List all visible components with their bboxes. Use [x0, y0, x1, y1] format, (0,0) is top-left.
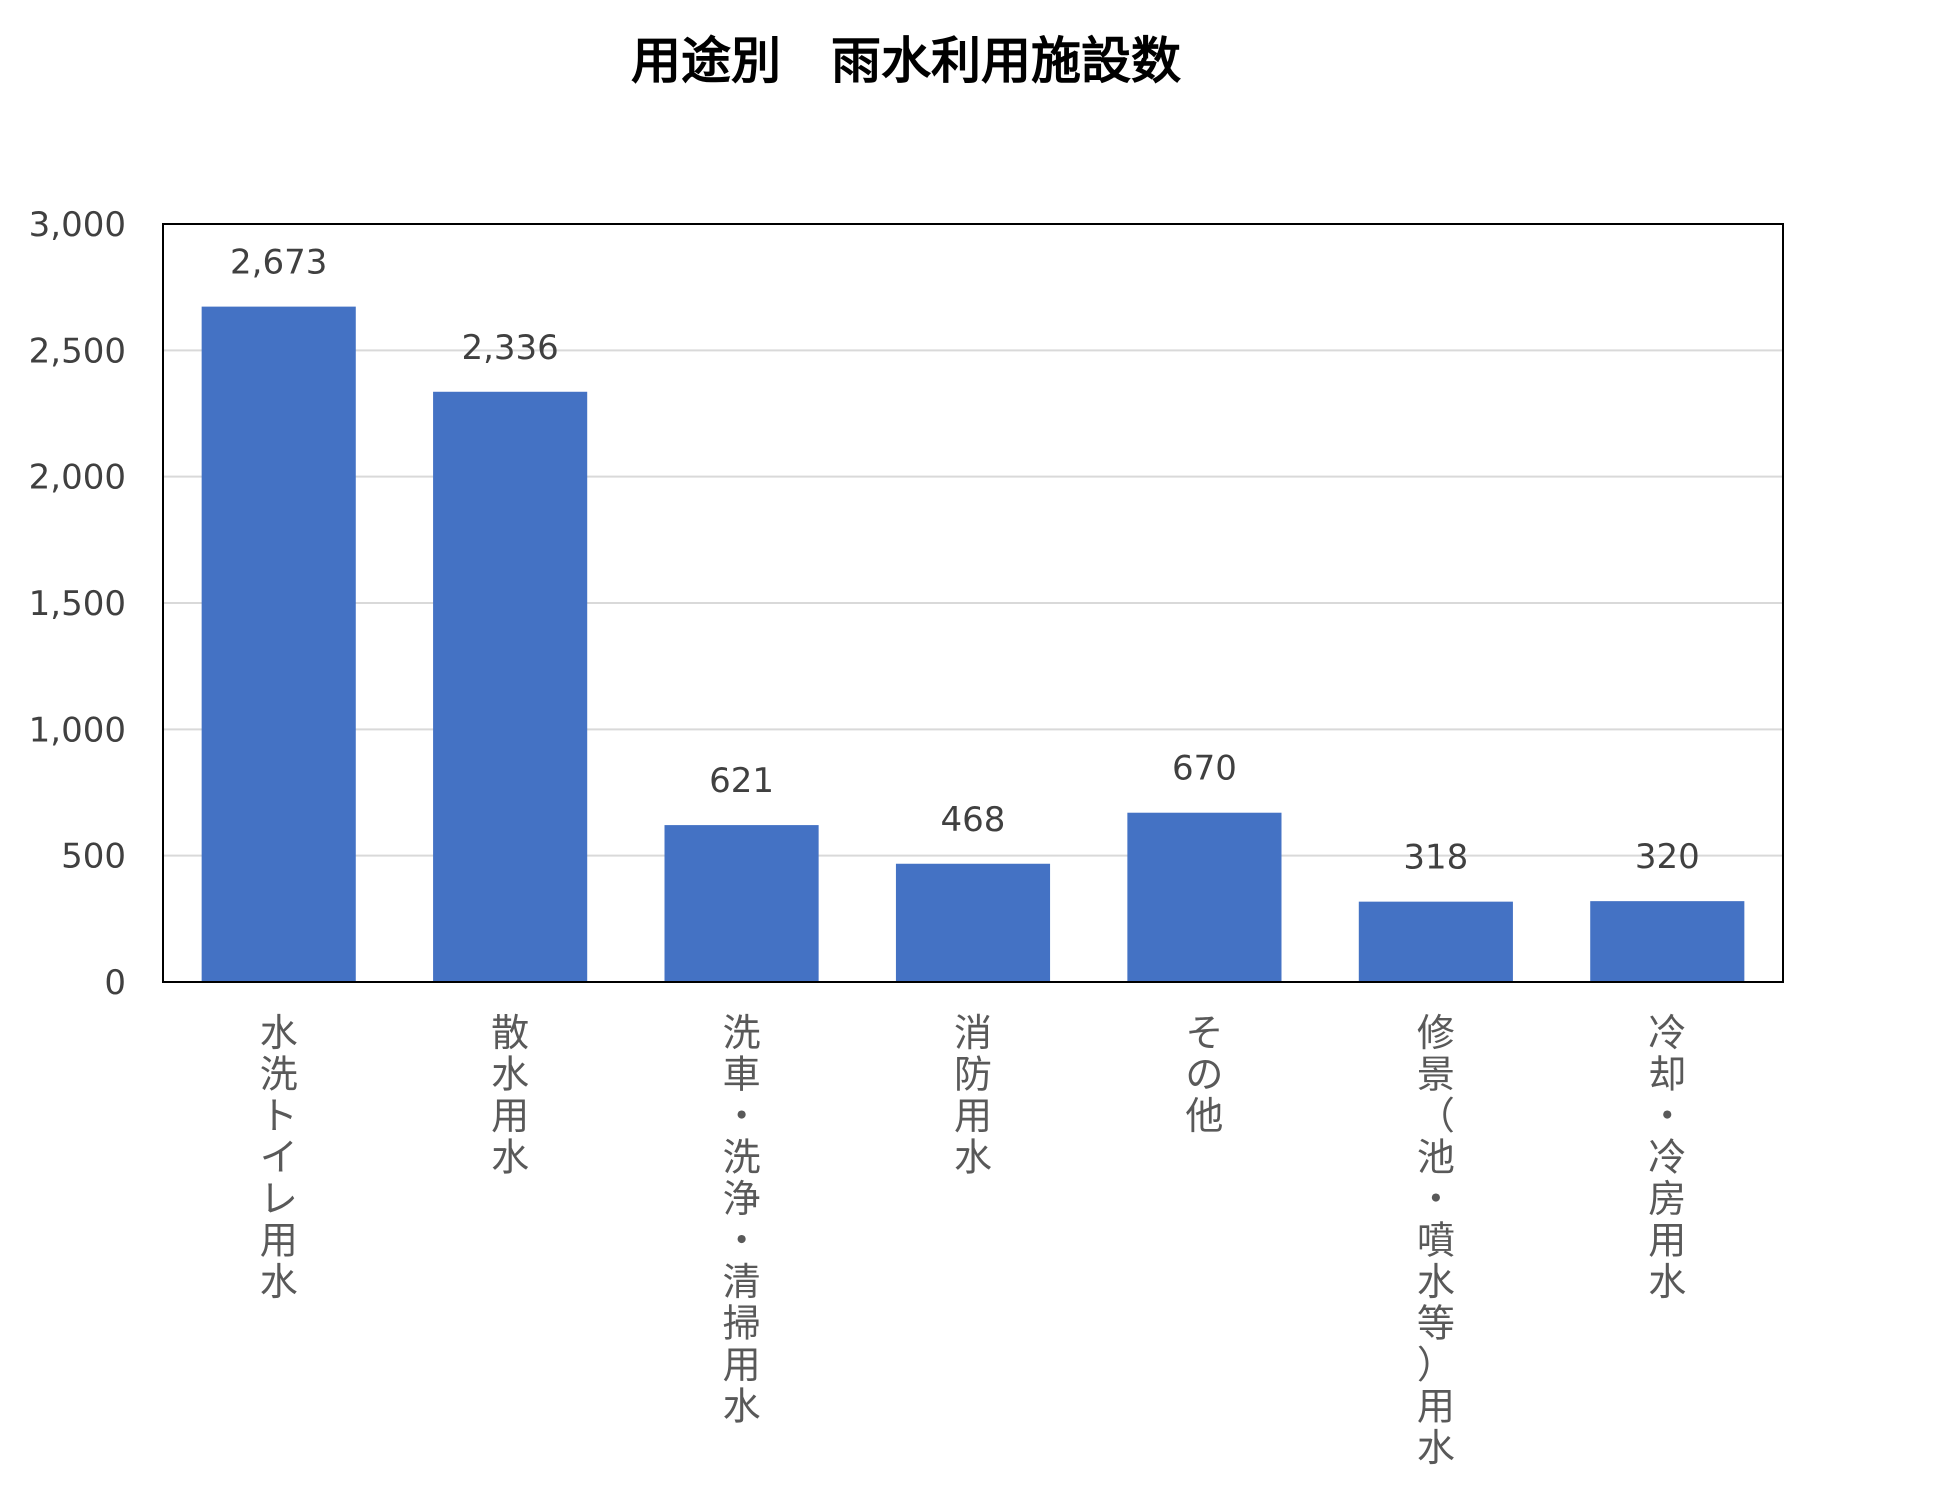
bar — [433, 391, 588, 983]
category-label: 冷却・冷房用水 — [1648, 1011, 1686, 1304]
bar — [201, 306, 356, 982]
y-tick-label: 1,000 — [29, 710, 126, 750]
gridlines — [163, 349, 1783, 857]
data-labels: 2,673 2,336 621 468 670 318 320 — [230, 243, 1700, 878]
y-tick-label: 1,500 — [29, 584, 126, 624]
category-label: 散水用水 — [491, 1011, 529, 1180]
category-label: 修景（池・噴水等）用水 — [1417, 1011, 1455, 1470]
y-tick-label: 500 — [61, 837, 126, 877]
y-axis-tick-labels: 0 500 1,000 1,500 2,000 2,500 3,000 — [29, 205, 126, 1003]
category-label: 洗車・洗浄・清掃用水 — [723, 1011, 761, 1429]
category-label: 消防用水 — [954, 1011, 992, 1180]
y-tick-label: 0 — [104, 963, 126, 1003]
data-label: 670 — [1172, 749, 1237, 789]
chart-title: 用途別 雨水利用施設数 — [631, 32, 1181, 90]
bars — [201, 306, 1745, 983]
bar — [1127, 812, 1282, 982]
x-axis-category-labels: 水洗トイレ用水 散水用水 洗車・洗浄・清掃用水 消防用水 その他 修景（池・噴水等）用水 冷… — [260, 1011, 1687, 1470]
bar — [664, 825, 819, 982]
data-label: 2,336 — [461, 328, 558, 368]
y-tick-label: 3,000 — [29, 205, 126, 245]
y-tick-label: 2,000 — [29, 458, 126, 498]
plot-frame — [162, 223, 1784, 983]
data-label: 2,673 — [230, 243, 327, 283]
category-label: その他 — [1185, 1011, 1223, 1138]
data-label: 468 — [941, 800, 1006, 840]
data-label: 318 — [1403, 838, 1468, 878]
bar — [895, 863, 1051, 982]
y-tick-label: 2,500 — [29, 331, 126, 371]
data-label: 320 — [1635, 837, 1700, 877]
data-label: 621 — [709, 761, 774, 801]
bar — [1590, 901, 1745, 982]
bar — [1358, 901, 1513, 982]
category-label: 水洗トイレ用水 — [260, 1011, 298, 1304]
